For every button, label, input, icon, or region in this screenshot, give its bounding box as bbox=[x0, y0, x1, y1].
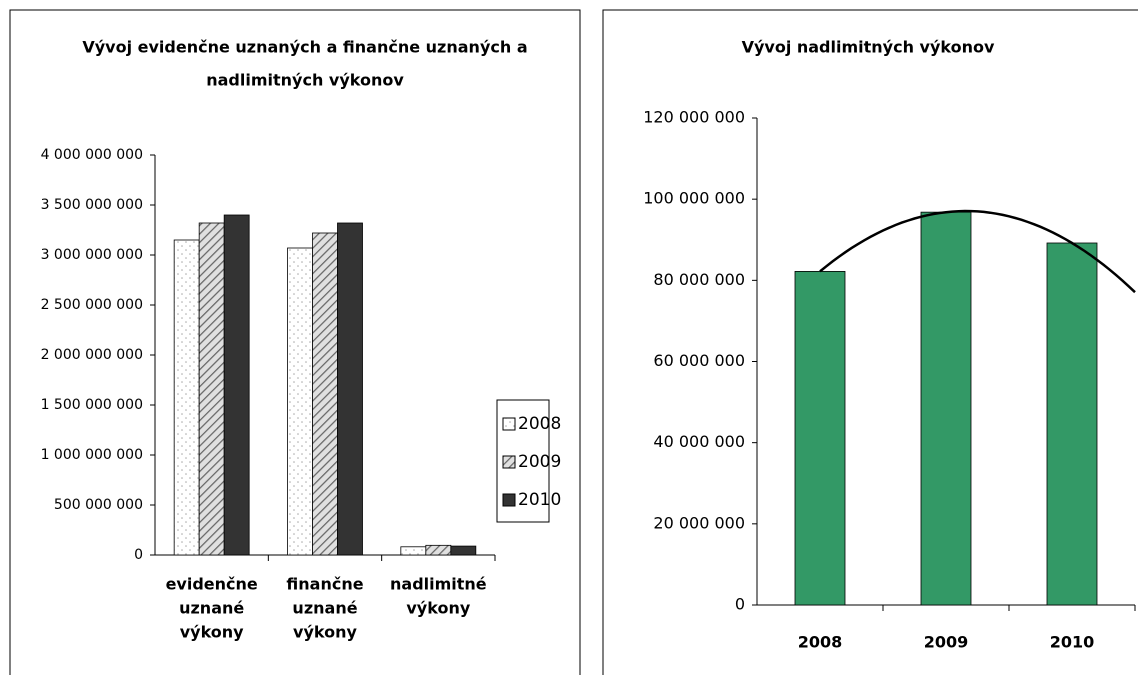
y-tick-label: 500 000 000 bbox=[54, 497, 143, 513]
x-tick-label: finančne bbox=[286, 575, 363, 594]
x-tick-label: uznané bbox=[179, 599, 244, 618]
bar bbox=[173, 239, 200, 556]
chart-right: Vývoj nadlimitných výkonov 0 20 000 000 40 … bbox=[643, 38, 1136, 652]
y-tick-label: 40 000 000 bbox=[653, 432, 745, 451]
panel-border bbox=[602, 9, 1138, 675]
trend-line bbox=[819, 209, 1136, 294]
bar bbox=[198, 222, 225, 556]
y-tick-label: 80 000 000 bbox=[653, 270, 745, 289]
x-tick-label: 2009 bbox=[924, 633, 969, 652]
y-tick-label: 20 000 000 bbox=[653, 513, 745, 532]
bar bbox=[450, 545, 477, 556]
legend-swatch bbox=[502, 417, 516, 431]
bar bbox=[920, 211, 972, 606]
chart-title: Vývoj nadlimitných výkonov bbox=[742, 38, 995, 57]
panel-border bbox=[9, 9, 581, 675]
y-tick-label: 100 000 000 bbox=[643, 189, 745, 208]
bar bbox=[794, 271, 846, 606]
x-tick-label: evidenčne bbox=[166, 575, 258, 594]
x-tick-label: nadlimitné bbox=[390, 575, 487, 594]
y-tick-label: 3 500 000 000 bbox=[41, 197, 143, 213]
bar bbox=[400, 546, 427, 556]
y-tick-label: 60 000 000 bbox=[653, 351, 745, 370]
y-tick-label: 0 bbox=[134, 547, 143, 563]
chart-left: Vývoj evidenčne uznaných a finančne uzna… bbox=[41, 38, 562, 642]
legend-label: 2009 bbox=[518, 452, 561, 472]
bar bbox=[287, 247, 313, 556]
legend-swatch bbox=[502, 493, 516, 507]
bar bbox=[1046, 242, 1098, 606]
y-tick-label: 1 500 000 000 bbox=[41, 397, 143, 413]
y-tick-label: 3 000 000 000 bbox=[41, 247, 143, 263]
y-tick-label: 0 bbox=[735, 595, 745, 614]
chart-title: Vývoj evidenčne uznaných a finančne uzna… bbox=[82, 38, 527, 57]
bar bbox=[223, 214, 250, 556]
legend-label: 2010 bbox=[518, 490, 561, 510]
y-tick-label: 1 000 000 000 bbox=[41, 447, 143, 463]
x-tick-label: výkony bbox=[293, 623, 357, 642]
bar bbox=[312, 232, 338, 556]
chart-title: nadlimitných výkonov bbox=[206, 71, 404, 90]
y-tick-label: 2 500 000 000 bbox=[41, 297, 143, 313]
y-tick-label: 2 000 000 000 bbox=[41, 347, 143, 363]
bar bbox=[425, 544, 452, 556]
x-tick-label: uznané bbox=[292, 599, 357, 618]
x-tick-label: výkony bbox=[406, 599, 470, 618]
legend-swatch bbox=[502, 455, 516, 469]
legend-label: 2008 bbox=[518, 414, 561, 434]
y-tick-label: 4 000 000 000 bbox=[41, 147, 143, 163]
x-tick-label: výkony bbox=[180, 623, 244, 642]
bar bbox=[337, 222, 363, 556]
y-tick-label: 120 000 000 bbox=[643, 108, 745, 127]
x-tick-label: 2008 bbox=[798, 633, 843, 652]
x-tick-label: 2010 bbox=[1050, 633, 1095, 652]
